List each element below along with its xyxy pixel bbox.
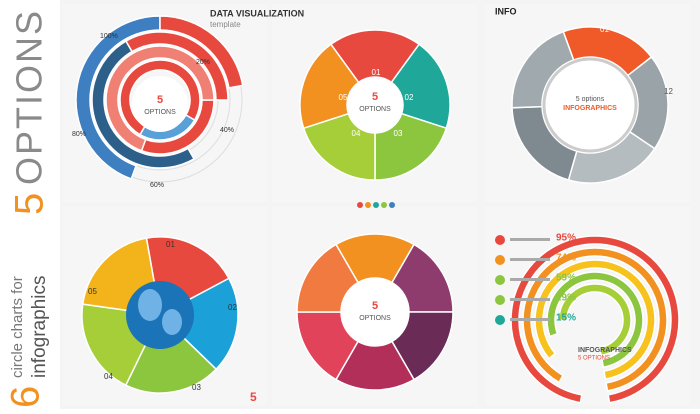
p2-label: 03 xyxy=(394,129,403,138)
p1-center-number: 5 xyxy=(157,94,163,106)
p2-center-number: 5 xyxy=(372,91,378,103)
p1-label: 20% xyxy=(196,59,210,66)
p6-footer: INFOGRAPHICS xyxy=(578,347,632,354)
segment xyxy=(299,43,360,130)
p1-label: 100% xyxy=(100,33,118,40)
p1-center-text: OPTIONS xyxy=(144,109,176,116)
p4-label: 04 xyxy=(104,372,113,381)
segment xyxy=(374,112,448,181)
p2-label: 05 xyxy=(339,93,348,102)
p1-label: 60% xyxy=(150,182,164,189)
labels: DATA VISUALIZATION template 5 OPTIONS 10… xyxy=(72,6,673,404)
dot xyxy=(389,202,395,208)
segment xyxy=(534,259,656,380)
p2-center-text: OPTIONS xyxy=(359,106,391,113)
p3-center-top: 5 options xyxy=(576,96,605,103)
center xyxy=(132,76,188,132)
p6-percent: 59% xyxy=(556,273,576,284)
dot xyxy=(381,202,387,208)
p4-label: 05 xyxy=(88,287,97,296)
segment xyxy=(159,15,244,89)
side-number2: 6 xyxy=(4,386,48,408)
text-line xyxy=(510,298,550,301)
dot xyxy=(373,202,379,208)
center xyxy=(542,57,638,153)
segment xyxy=(546,271,644,369)
text-line xyxy=(510,258,550,261)
dot xyxy=(357,202,363,208)
globe xyxy=(126,281,194,349)
p1-title: DATA VISUALIZATION xyxy=(210,8,304,18)
segment xyxy=(510,235,680,404)
p5-center-text: OPTIONS xyxy=(359,315,391,322)
p6-percent: 15% xyxy=(556,313,576,324)
p3-label: 12 xyxy=(664,87,673,96)
text-line xyxy=(510,238,550,241)
text-line xyxy=(510,278,550,281)
p1-subtitle: template xyxy=(210,20,241,29)
segment xyxy=(124,31,229,101)
segment xyxy=(390,43,451,130)
land xyxy=(138,289,162,321)
p3-logo: INFO xyxy=(495,6,517,16)
p4-label: 02 xyxy=(228,303,237,312)
dot xyxy=(365,202,371,208)
center xyxy=(342,279,408,345)
center xyxy=(348,78,402,132)
p1-label: 80% xyxy=(72,131,86,138)
side-title: OPTIONS xyxy=(9,9,50,185)
bullet xyxy=(495,315,505,325)
p1-label: 40% xyxy=(220,127,234,134)
bullet xyxy=(495,255,505,265)
p2-label: 04 xyxy=(352,129,361,138)
side-number: 5 xyxy=(8,193,52,215)
p6-footer2: 5 OPTIONS xyxy=(578,356,610,362)
segment xyxy=(105,45,215,152)
p2-label: 02 xyxy=(405,93,414,102)
segment xyxy=(119,59,201,136)
segment xyxy=(558,283,632,357)
p6-percent: 74% xyxy=(556,253,576,264)
segment xyxy=(522,247,668,392)
p4-label: 01 xyxy=(166,240,175,249)
segment xyxy=(296,243,360,313)
shapes xyxy=(62,4,690,405)
p3-label: 01 xyxy=(600,25,609,34)
p4-label: 03 xyxy=(192,383,201,392)
p2-label: 01 xyxy=(372,68,381,77)
p5-center-number: 5 xyxy=(372,300,378,312)
p4-corner: 5 xyxy=(250,390,257,404)
bullet xyxy=(495,235,505,245)
p3-center-text: INFOGRAPHICS xyxy=(563,105,617,112)
bullet xyxy=(495,295,505,305)
side-line1: circle charts for xyxy=(9,276,26,378)
segment xyxy=(511,30,575,109)
land xyxy=(162,309,182,335)
p6-percent: 95% xyxy=(556,233,576,244)
side-strip xyxy=(0,0,60,409)
side-line2: infographics xyxy=(29,276,50,378)
segment xyxy=(302,112,376,181)
text-line xyxy=(510,318,550,321)
bullet xyxy=(495,275,505,285)
segment xyxy=(329,29,421,84)
p6-percent: 29% xyxy=(556,293,576,304)
